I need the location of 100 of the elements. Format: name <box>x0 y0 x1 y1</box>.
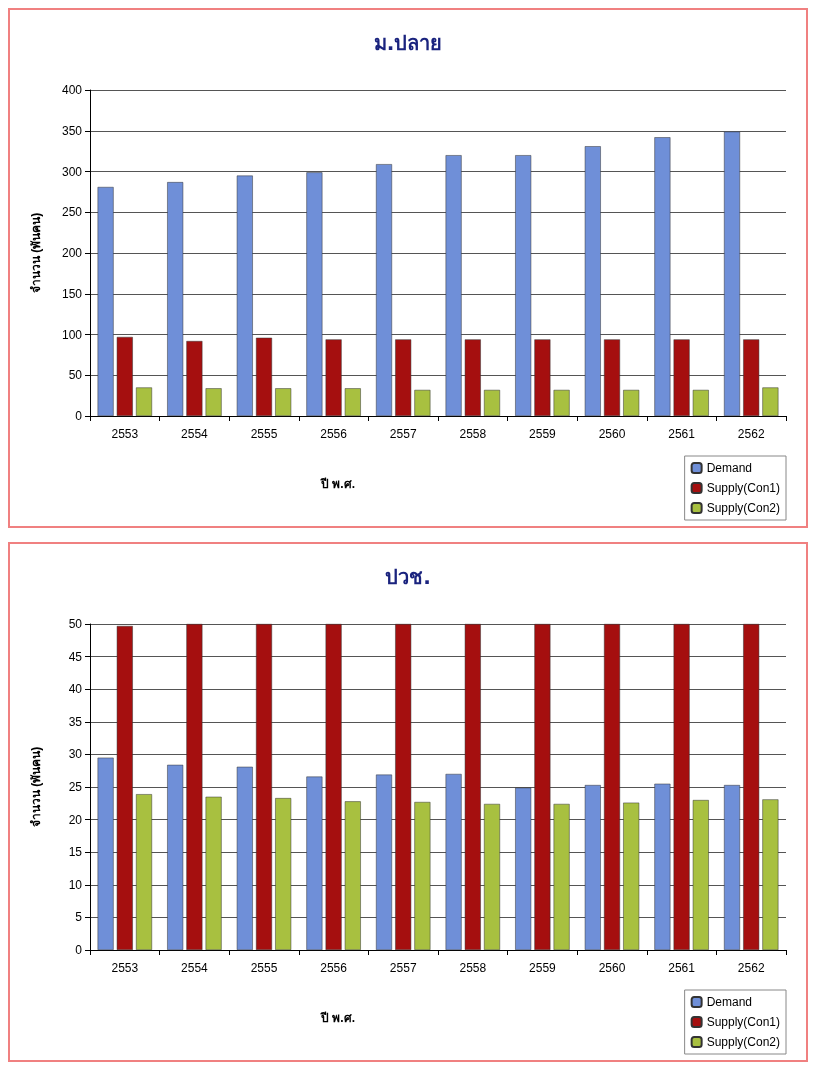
bar <box>325 624 342 950</box>
bar <box>236 175 253 416</box>
bar <box>116 625 133 950</box>
bar <box>484 389 500 416</box>
bar <box>724 785 740 950</box>
x-tick-label: 2556 <box>320 427 348 441</box>
x-tick-label: 2555 <box>250 961 278 975</box>
x-tick-label: 2558 <box>459 427 487 441</box>
bar <box>654 783 671 950</box>
y-tick-label: 200 <box>61 246 83 260</box>
bar <box>306 172 323 416</box>
x-tick-label: 2558 <box>459 961 487 975</box>
y-tick-label: 150 <box>61 286 83 301</box>
x-axis-title: ปี พ.ศ. <box>319 477 356 491</box>
x-tick-label: 2562 <box>737 961 765 975</box>
bar <box>275 798 292 950</box>
bar <box>186 624 203 950</box>
bar <box>445 773 462 950</box>
bar <box>743 339 760 416</box>
x-tick-label: 2556 <box>320 961 348 975</box>
bar <box>167 764 184 950</box>
y-tick-label: 10 <box>68 877 83 892</box>
bar <box>584 146 601 416</box>
bar <box>205 796 222 950</box>
bar <box>325 339 342 416</box>
bar <box>376 774 392 950</box>
bar <box>515 787 532 950</box>
x-tick-label: 2562 <box>737 427 765 441</box>
bar <box>136 387 152 416</box>
legend-label: Demand <box>706 461 752 475</box>
y-tick-label: 15 <box>68 845 83 860</box>
bar <box>344 801 361 950</box>
bar <box>534 624 551 950</box>
bar <box>414 802 431 950</box>
x-tick-label: 2561 <box>668 961 696 975</box>
bar <box>515 155 532 416</box>
x-tick-label: 2560 <box>598 427 626 441</box>
bar <box>97 757 114 950</box>
x-tick-label: 2561 <box>668 427 696 441</box>
bar <box>376 164 392 416</box>
legend-label: Supply(Con1) <box>706 481 780 495</box>
bar <box>604 339 620 416</box>
bar <box>534 339 551 416</box>
bar <box>762 799 779 950</box>
bar <box>484 803 500 950</box>
y-tick-label: 250 <box>61 205 83 220</box>
y-tick-label: 40 <box>68 682 83 697</box>
chart-title: ม.ปลาย <box>373 31 443 55</box>
legend-label: Supply(Con2) <box>706 501 780 515</box>
x-tick-label: 2553 <box>111 427 139 441</box>
y-tick-label: 50 <box>68 368 83 383</box>
x-tick-label: 2559 <box>529 961 557 975</box>
chart-title: ปวช. <box>385 565 431 589</box>
legend-label: Supply(Con1) <box>706 1015 780 1029</box>
y-tick-label: 300 <box>61 164 83 179</box>
y-tick-label: 45 <box>68 649 83 664</box>
bar <box>256 624 272 950</box>
bar <box>623 802 640 950</box>
bar <box>395 624 412 950</box>
bar <box>464 339 481 416</box>
y-tick-label: 0 <box>75 943 83 957</box>
bar <box>97 186 114 416</box>
legend-label: Supply(Con2) <box>706 1035 780 1049</box>
bar <box>743 624 760 950</box>
bar <box>762 387 779 416</box>
bar <box>136 794 152 950</box>
y-axis-title: จำนวน (พันคน) <box>29 746 43 828</box>
y-tick-label: 35 <box>68 714 83 729</box>
y-tick-label: 0 <box>75 409 83 423</box>
y-tick-label: 100 <box>61 327 83 342</box>
bar <box>236 766 253 950</box>
bar <box>256 337 272 416</box>
bar <box>673 624 690 950</box>
bar <box>116 336 133 416</box>
x-tick-label: 2557 <box>389 961 417 975</box>
bar <box>673 339 690 416</box>
bar <box>186 341 203 416</box>
bar <box>692 800 709 950</box>
bar <box>275 388 292 416</box>
x-tick-label: 2560 <box>598 961 626 975</box>
bar <box>724 131 740 416</box>
y-tick-label: 20 <box>68 812 83 827</box>
bar <box>604 624 620 950</box>
x-tick-label: 2559 <box>529 427 557 441</box>
bar <box>344 388 361 416</box>
bar <box>205 388 222 416</box>
y-tick-label: 25 <box>68 780 83 794</box>
x-tick-label: 2554 <box>181 427 209 441</box>
bar <box>553 803 570 950</box>
bar <box>445 155 462 416</box>
bar <box>395 339 412 416</box>
bar <box>464 624 481 950</box>
bar <box>654 137 671 416</box>
y-axis-title: จำนวน (พันคน) <box>29 212 43 294</box>
bar <box>584 785 601 950</box>
x-tick-label: 2557 <box>389 427 417 441</box>
y-tick-label: 350 <box>61 123 83 138</box>
x-axis-title: ปี พ.ศ. <box>319 1011 356 1025</box>
y-tick-label: 30 <box>68 747 83 762</box>
bar <box>306 776 323 950</box>
